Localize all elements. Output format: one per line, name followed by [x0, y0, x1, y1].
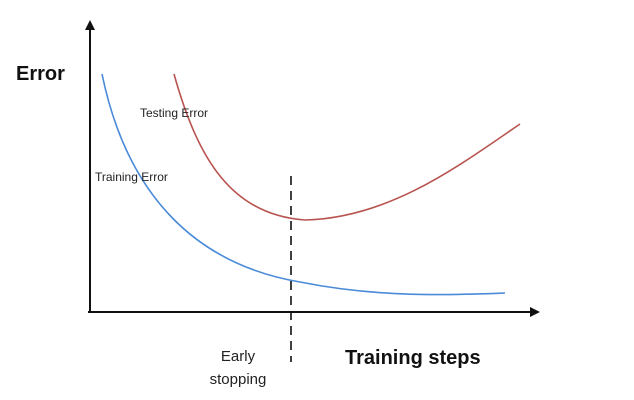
early-stopping-label-line1: Early: [221, 348, 256, 365]
testing-error-label: Testing Error: [140, 106, 208, 120]
training-error-label: Training Error: [95, 170, 168, 184]
training-error-curve: [101, 73, 506, 296]
early-stopping-label-line2: stopping: [210, 371, 267, 388]
x-axis-label: Training steps: [345, 347, 481, 369]
testing-error-curve: [173, 73, 521, 221]
y-axis-label: Error: [16, 63, 65, 85]
